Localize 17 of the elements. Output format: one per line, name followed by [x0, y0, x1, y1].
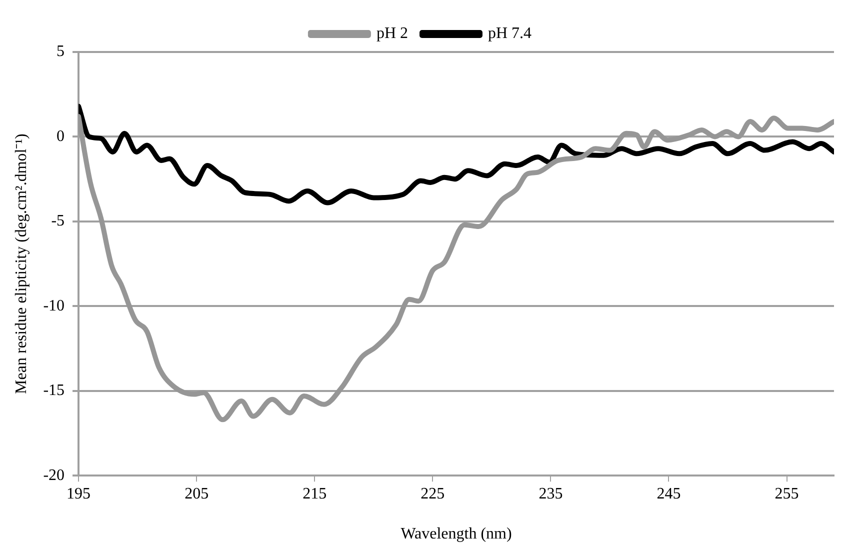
x-tick-label: 215: [302, 485, 327, 502]
x-tick-label: 245: [656, 485, 681, 502]
x-tick-label: 255: [774, 485, 799, 502]
y-axis-title: Mean residue elipticity (deg.cm².dmol⁻¹): [12, 134, 30, 394]
x-tick-label: 225: [420, 485, 445, 502]
legend-label: pH 2: [376, 25, 408, 42]
y-tick-label: 0: [56, 128, 65, 145]
y-tick-label: -15: [43, 382, 65, 400]
y-tick-label: -10: [43, 297, 65, 314]
y-tick-label: 5: [56, 43, 65, 60]
y-tick-label: -20: [43, 466, 65, 484]
x-tick-label: 205: [184, 485, 209, 502]
x-tick-label: 235: [538, 485, 563, 502]
x-axis-title: Wavelength (nm): [400, 526, 512, 543]
legend-label: pH 7.4: [488, 25, 532, 42]
x-tick-label: 195: [66, 485, 91, 502]
y-tick-label: -5: [51, 212, 65, 230]
